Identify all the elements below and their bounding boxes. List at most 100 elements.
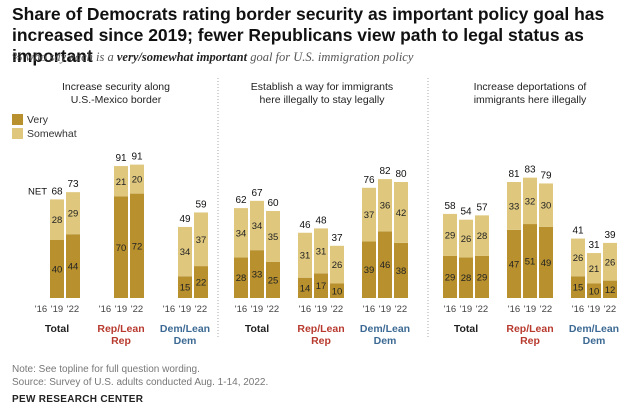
bar-very	[250, 250, 264, 298]
value-label-somewhat: 20	[132, 175, 143, 186]
bar-very	[443, 255, 457, 298]
subtitle-suffix: goal for U.S. immigration policy	[247, 50, 414, 64]
year-tick-label: '22	[540, 304, 552, 315]
net-label: 76	[363, 175, 375, 186]
value-label-somewhat: 26	[605, 257, 616, 268]
bar-somewhat	[114, 166, 128, 197]
net-label: 81	[508, 169, 520, 180]
value-label-very: 49	[541, 258, 552, 269]
bar-very	[539, 226, 553, 298]
year-tick-label: '22	[267, 304, 279, 315]
year-tick-label: '22	[395, 304, 407, 315]
bar-somewhat	[298, 232, 312, 278]
year-tick-label: '19	[379, 304, 391, 315]
year-tick-label: '22	[195, 304, 207, 315]
group-label: Dem	[583, 335, 606, 347]
legend-swatch-somewhat	[12, 128, 23, 139]
value-label-very: 15	[573, 283, 584, 294]
organization-logo-text: PEW RESEARCH CENTER	[12, 394, 144, 405]
net-label: 41	[572, 226, 584, 237]
group-label: Total	[245, 323, 269, 335]
group-label: Rep/Lean	[506, 323, 553, 335]
value-label-somewhat: 33	[509, 201, 520, 212]
group-label: Dem	[374, 335, 397, 347]
value-label-somewhat: 29	[445, 230, 456, 241]
year-tick-label: '22	[604, 304, 616, 315]
value-label-somewhat: 26	[573, 253, 584, 264]
bar-very	[362, 241, 376, 298]
bar-very	[178, 276, 192, 298]
bar-very	[330, 283, 344, 298]
stacked-bar-chart: Very Somewhat Increase security alongU.S.-…	[12, 78, 619, 347]
year-tick-label: '19	[460, 304, 472, 315]
net-label: 49	[179, 214, 191, 225]
net-label: 68	[51, 186, 63, 197]
year-tick-label: '22	[331, 304, 343, 315]
year-tick-label: '19	[51, 304, 63, 315]
net-label: 54	[460, 207, 472, 218]
value-label-very: 12	[605, 285, 616, 296]
value-label-somewhat: 42	[396, 208, 407, 219]
group-label: Rep/Lean	[97, 323, 144, 335]
bar-very	[394, 242, 408, 298]
year-tick-label: '16	[35, 304, 47, 315]
year-tick-label: '19	[315, 304, 327, 315]
value-label-somewhat: 21	[589, 264, 600, 275]
bar-somewhat	[234, 208, 248, 258]
value-label-somewhat: 34	[180, 247, 191, 258]
value-label-somewhat: 36	[380, 201, 391, 212]
panel-title: Increase deportations of	[474, 81, 587, 93]
value-label-somewhat: 28	[52, 215, 63, 226]
bar-very	[475, 255, 489, 298]
bar-somewhat	[378, 179, 392, 232]
bar-somewhat	[178, 226, 192, 277]
net-label: 79	[540, 170, 552, 181]
group-label: Dem/Lean	[360, 323, 410, 335]
value-label-very: 72	[132, 241, 143, 252]
group-label: Rep	[520, 335, 540, 347]
bar-somewhat	[394, 182, 408, 243]
bar-somewhat	[443, 213, 457, 256]
net-label: 82	[379, 166, 391, 177]
bar-somewhat	[194, 212, 208, 267]
panel-title: here illegally to stay legally	[260, 94, 386, 106]
value-label-very: 44	[68, 262, 79, 273]
bar-very	[298, 277, 312, 298]
value-label-very: 10	[589, 286, 600, 297]
value-label-somewhat: 34	[252, 221, 263, 232]
bar-somewhat	[330, 245, 344, 284]
value-label-very: 47	[509, 259, 520, 270]
bar-somewhat	[475, 215, 489, 256]
value-label-somewhat: 26	[461, 234, 472, 245]
year-tick-label: '16	[163, 304, 175, 315]
bar-somewhat	[523, 177, 537, 225]
group-label: Total	[45, 323, 69, 335]
bar-very	[66, 234, 80, 298]
net-label: 31	[588, 240, 600, 251]
value-label-very: 28	[461, 273, 472, 284]
value-label-very: 29	[445, 272, 456, 283]
group-label: Dem	[174, 335, 197, 347]
value-label-somewhat: 31	[316, 246, 327, 257]
bar-very	[234, 257, 248, 298]
bar-very	[603, 280, 617, 298]
bar-very	[266, 261, 280, 298]
net-label: 60	[267, 198, 279, 209]
net-label: 57	[476, 202, 488, 213]
value-label-very: 22	[196, 278, 207, 289]
bar-very	[194, 266, 208, 298]
net-label: 37	[331, 233, 343, 244]
value-label-very: 17	[316, 281, 327, 292]
bar-very	[114, 196, 128, 298]
year-tick-label: '22	[67, 304, 79, 315]
value-label-very: 46	[380, 260, 391, 271]
value-label-very: 14	[300, 283, 311, 294]
year-tick-label: '16	[299, 304, 311, 315]
value-label-very: 51	[525, 257, 536, 268]
footnote: Note: See topline for full question word…	[12, 364, 200, 375]
subtitle-emphasis: very/somewhat important	[116, 50, 248, 64]
value-label-very: 70	[116, 243, 127, 254]
value-label-somewhat: 31	[300, 251, 311, 262]
bar-very	[523, 224, 537, 298]
net-label: 59	[195, 199, 207, 210]
